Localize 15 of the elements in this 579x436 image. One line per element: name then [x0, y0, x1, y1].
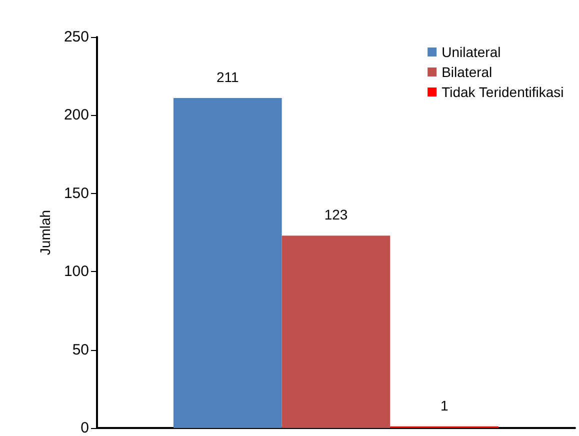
legend-label: Bilateral	[442, 64, 492, 80]
y-tick-label: 150	[64, 184, 89, 202]
bar	[173, 98, 282, 428]
y-tick-label: 200	[64, 106, 89, 124]
y-tick-label: 100	[64, 263, 89, 280]
data-label: 123	[324, 206, 348, 223]
y-tick-label: 50	[72, 341, 89, 358]
y-tick-label: 250	[64, 28, 89, 46]
bar	[282, 236, 390, 428]
legend-label: Unilateral	[442, 44, 501, 60]
y-axis-title: Jumlah	[37, 210, 53, 256]
data-label: 211	[216, 68, 240, 85]
legend-label: Tidak Teridentifikasi	[442, 84, 564, 100]
y-tick-label: 0	[80, 420, 89, 436]
data-label: 1	[440, 397, 448, 414]
